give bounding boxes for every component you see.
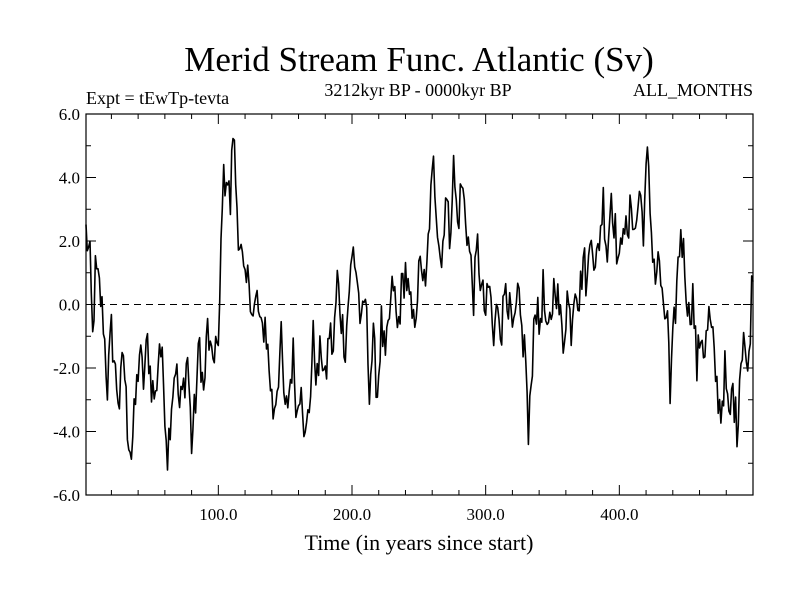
y-tick-label: -6.0 <box>53 486 80 505</box>
series-line-0 <box>85 137 754 471</box>
x-tick-label: 300.0 <box>467 505 505 524</box>
y-tick-label: 0.0 <box>59 296 80 315</box>
x-tick-label: 200.0 <box>333 505 371 524</box>
y-tick-label: 6.0 <box>59 105 80 124</box>
chart-title: Merid Stream Func. Atlantic (Sv) <box>184 40 654 79</box>
x-tick-label: 100.0 <box>199 505 237 524</box>
y-tick-label: -4.0 <box>53 423 80 442</box>
x-tick-label: 400.0 <box>600 505 638 524</box>
experiment-label: Expt = tEwTp-tevta <box>86 88 229 108</box>
y-tick-label: 4.0 <box>59 169 80 188</box>
y-tick-label: -2.0 <box>53 359 80 378</box>
x-axis-label: Time (in years since start) <box>305 530 534 555</box>
plot-area: -6.0 -4.0 -2.0 0.0 2.0 4.0 6.0 100.0 200.0 300.0 4… <box>53 105 754 524</box>
y-tick-label: 2.0 <box>59 232 80 251</box>
time-range-label: 3212kyr BP - 0000kyr BP <box>324 80 511 100</box>
months-label: ALL_MONTHS <box>633 80 753 100</box>
